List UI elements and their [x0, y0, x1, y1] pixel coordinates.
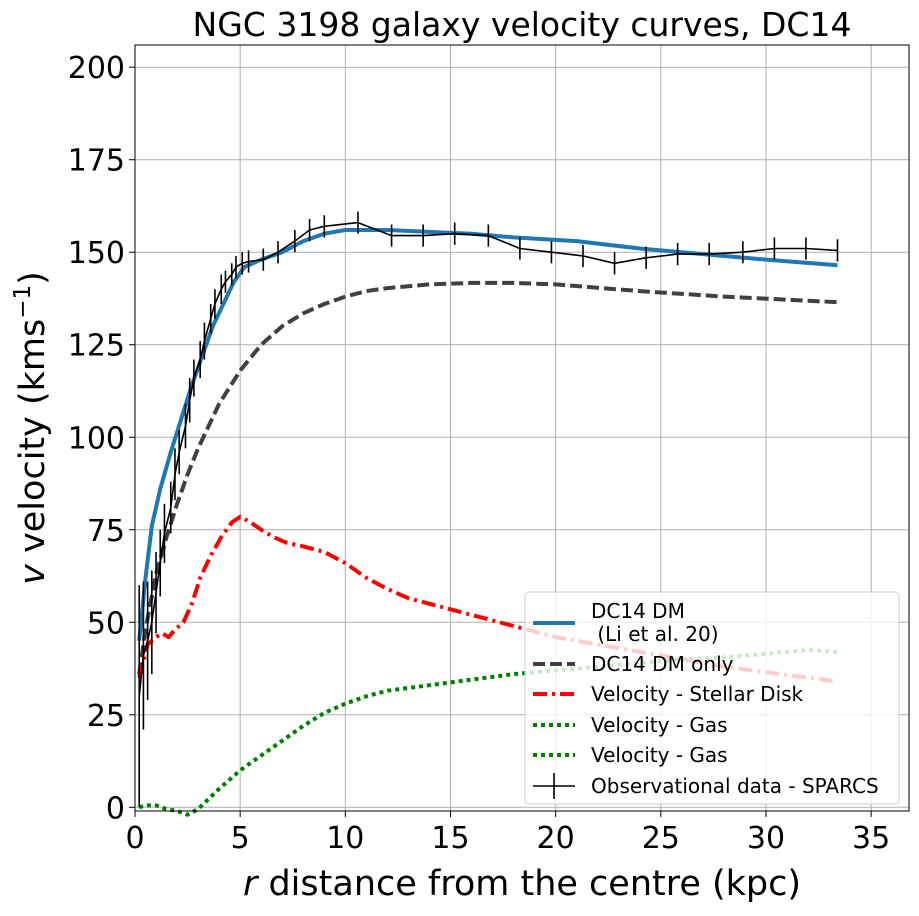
- x-axis-label-var: r: [243, 864, 260, 904]
- x-tick-label: 25: [642, 821, 680, 856]
- x-tick-label: 15: [431, 821, 469, 856]
- y-tick-label: 150: [68, 236, 125, 271]
- legend-item: Observational data - SPARCS: [533, 773, 879, 799]
- legend-item: DC14 DM only: [533, 652, 734, 676]
- ticks: 0 5 10 15 20 25 30 35 0 25 50 75 100 125 150 175 200: [68, 51, 891, 856]
- legend: DC14 DM (Li et al. 20) DC14 DM only Veloci…: [524, 591, 900, 805]
- x-axis-label: r distance from the centre (kpc): [243, 864, 801, 904]
- y-tick-label: 0: [106, 791, 125, 826]
- legend-item: Velocity - Stellar Disk: [533, 682, 804, 706]
- chart-title: NGC 3198 galaxy velocity curves, DC14: [193, 5, 852, 44]
- legend-item: Velocity - Gas: [533, 713, 728, 737]
- y-tick-label: 100: [68, 421, 125, 456]
- x-tick-label: 20: [537, 821, 575, 856]
- legend-label: Velocity - Gas: [591, 743, 728, 767]
- x-tick-label: 30: [747, 821, 785, 856]
- y-axis-label-superscript: −1: [10, 285, 36, 319]
- legend-box: [524, 591, 900, 805]
- legend-label: Velocity - Stellar Disk: [591, 682, 804, 706]
- y-axis-label-close: ): [13, 271, 53, 285]
- x-tick-label: 0: [125, 821, 144, 856]
- y-tick-label: 125: [68, 329, 125, 364]
- y-axis-label: v velocity (kms−1): [10, 271, 53, 585]
- y-tick-label: 75: [87, 514, 125, 549]
- y-axis-label-text: velocity (kms: [13, 319, 53, 564]
- legend-label: DC14 DM only: [591, 652, 734, 676]
- legend-item: DC14 DM (Li et al. 20): [533, 599, 719, 646]
- series-1-line: [137, 280, 838, 675]
- y-tick-label: 50: [87, 606, 125, 641]
- x-tick-label: 10: [326, 821, 364, 856]
- legend-label: Observational data - SPARCS: [591, 774, 879, 798]
- series-0-line: [137, 228, 838, 641]
- y-axis-label-var: v: [13, 563, 53, 585]
- x-axis-label-text: distance from the centre (kpc): [257, 864, 801, 904]
- legend-label: Velocity - Gas: [591, 713, 728, 737]
- y-tick-label: 175: [68, 144, 125, 179]
- y-tick-label: 200: [68, 51, 125, 86]
- legend-label: DC14 DM: [591, 599, 685, 623]
- y-tick-label: 25: [87, 699, 125, 734]
- plot-frame: [134, 44, 910, 812]
- legend-label: (Li et al. 20): [591, 622, 719, 646]
- x-tick-label: 5: [231, 821, 250, 856]
- x-tick-label: 35: [852, 821, 890, 856]
- legend-item: Velocity - Gas: [533, 743, 728, 767]
